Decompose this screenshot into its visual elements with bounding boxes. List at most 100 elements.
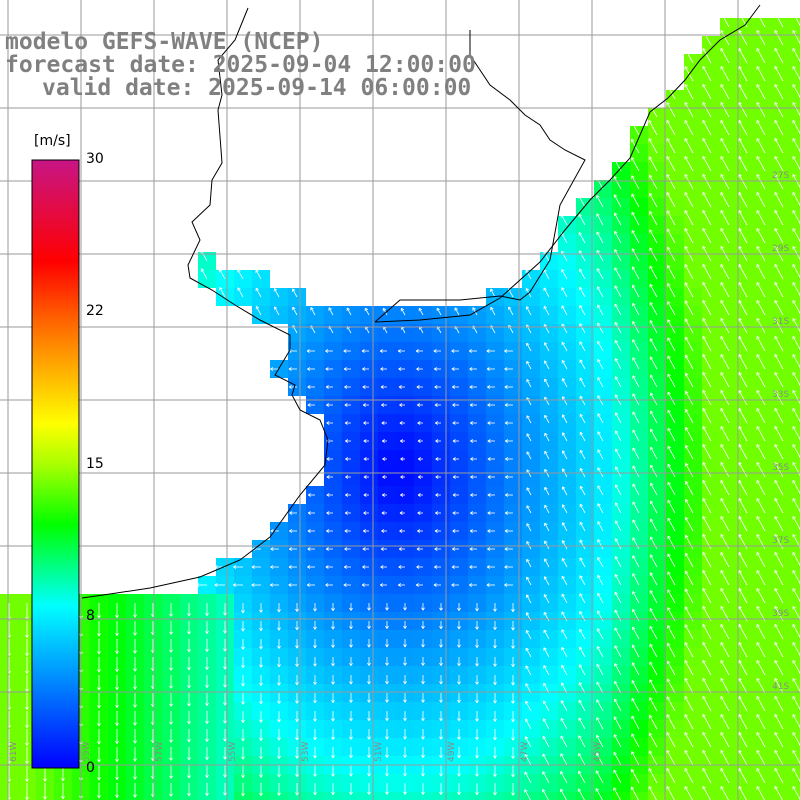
wind-arrow (738, 714, 748, 730)
wind-arrow (614, 303, 622, 316)
wind-arrow (385, 765, 389, 777)
wind-arrow (667, 283, 676, 298)
wind-arrow (505, 457, 513, 461)
wind-arrow (452, 511, 459, 515)
wind-arrow (418, 457, 423, 461)
wind-arrow (331, 693, 335, 703)
wind-arrow (774, 282, 784, 298)
wind-arrow (25, 747, 29, 764)
wind-arrow (684, 696, 694, 712)
wind-arrow (756, 498, 766, 514)
wind-cell (792, 774, 800, 792)
wind-arrow (560, 771, 568, 784)
wind-arrow (295, 693, 299, 704)
wind-arrow (738, 642, 748, 658)
wind-arrow (596, 231, 604, 244)
wind-arrow (684, 336, 694, 352)
longitude-label: 59W (82, 742, 92, 762)
wind-arrow (684, 372, 694, 388)
wind-arrow (97, 693, 101, 709)
wind-arrow (702, 228, 712, 244)
wind-arrow (702, 732, 712, 748)
wind-arrow (560, 717, 568, 730)
wind-arrow (259, 639, 263, 650)
wind-arrow (439, 765, 443, 777)
wind-arrow (525, 269, 532, 280)
wind-cell (414, 792, 432, 800)
wind-arrow (561, 378, 568, 388)
wind-arrow (738, 138, 748, 154)
wind-arrow (381, 529, 387, 533)
wind-arrow (524, 718, 532, 730)
wind-arrow (649, 482, 658, 496)
longitude-label: 53W (301, 742, 311, 762)
wind-arrow (561, 664, 568, 676)
wind-arrow (259, 657, 263, 668)
wind-arrow (666, 714, 676, 730)
wind-arrow (597, 521, 604, 532)
wind-arrow (579, 628, 586, 640)
wind-arrow (475, 729, 479, 740)
wind-arrow (307, 565, 315, 569)
wind-arrow (649, 410, 658, 424)
wind-arrow (579, 449, 586, 460)
wind-arrow (115, 765, 119, 780)
wind-arrow (578, 232, 586, 244)
wind-arrow (774, 12, 784, 28)
wind-arrow (720, 588, 730, 604)
wind-cell (792, 468, 800, 486)
wind-arrow (403, 693, 407, 703)
wind-arrow (666, 84, 676, 100)
wind-arrow (504, 349, 513, 353)
wind-arrow (205, 693, 209, 706)
wind-arrow (187, 747, 191, 761)
wind-arrow (614, 267, 622, 280)
wind-arrow (526, 558, 532, 568)
wind-arrow (223, 675, 227, 688)
wind-arrow (421, 711, 425, 721)
wind-arrow (738, 696, 748, 712)
wind-cell (702, 792, 720, 800)
wind-arrow (632, 429, 640, 442)
wind-arrow (561, 287, 568, 298)
wind-arrow (756, 588, 766, 604)
wind-arrow (544, 414, 550, 424)
wind-arrow (597, 467, 604, 478)
wind-arrow (666, 732, 676, 748)
wind-arrow (597, 413, 604, 424)
wind-arrow (684, 588, 694, 604)
wind-arrow (417, 529, 423, 533)
wind-arrow (525, 306, 532, 316)
wind-arrow (597, 592, 604, 604)
wind-arrow (756, 732, 766, 748)
wind-arrow (756, 102, 766, 118)
wind-arrow (666, 264, 676, 280)
wind-arrow (756, 786, 765, 800)
wind-cell (792, 720, 800, 738)
wind-arrow (169, 729, 173, 743)
wind-arrow (277, 675, 281, 686)
wind-arrow (504, 385, 513, 389)
wind-cell (792, 198, 800, 216)
wind-arrow (385, 621, 389, 629)
wind-arrow (259, 675, 263, 686)
wind-arrow (486, 367, 495, 371)
wind-arrow (344, 511, 351, 515)
wind-arrow (596, 699, 604, 712)
wind-arrow (367, 783, 371, 795)
wind-arrow (205, 747, 209, 760)
wind-arrow (543, 576, 550, 586)
wind-arrow (361, 349, 369, 353)
wind-arrow (684, 750, 694, 766)
wind-arrow (614, 484, 622, 496)
wind-vectors (7, 12, 800, 800)
wind-arrow (452, 439, 459, 443)
wind-arrow (631, 751, 640, 766)
wind-arrow (273, 306, 280, 316)
wind-arrow (288, 547, 297, 551)
wind-arrow (774, 786, 783, 800)
wind-arrow (505, 439, 513, 443)
wind-arrow (400, 475, 405, 479)
wind-arrow (649, 500, 658, 514)
wind-arrow (597, 340, 604, 352)
